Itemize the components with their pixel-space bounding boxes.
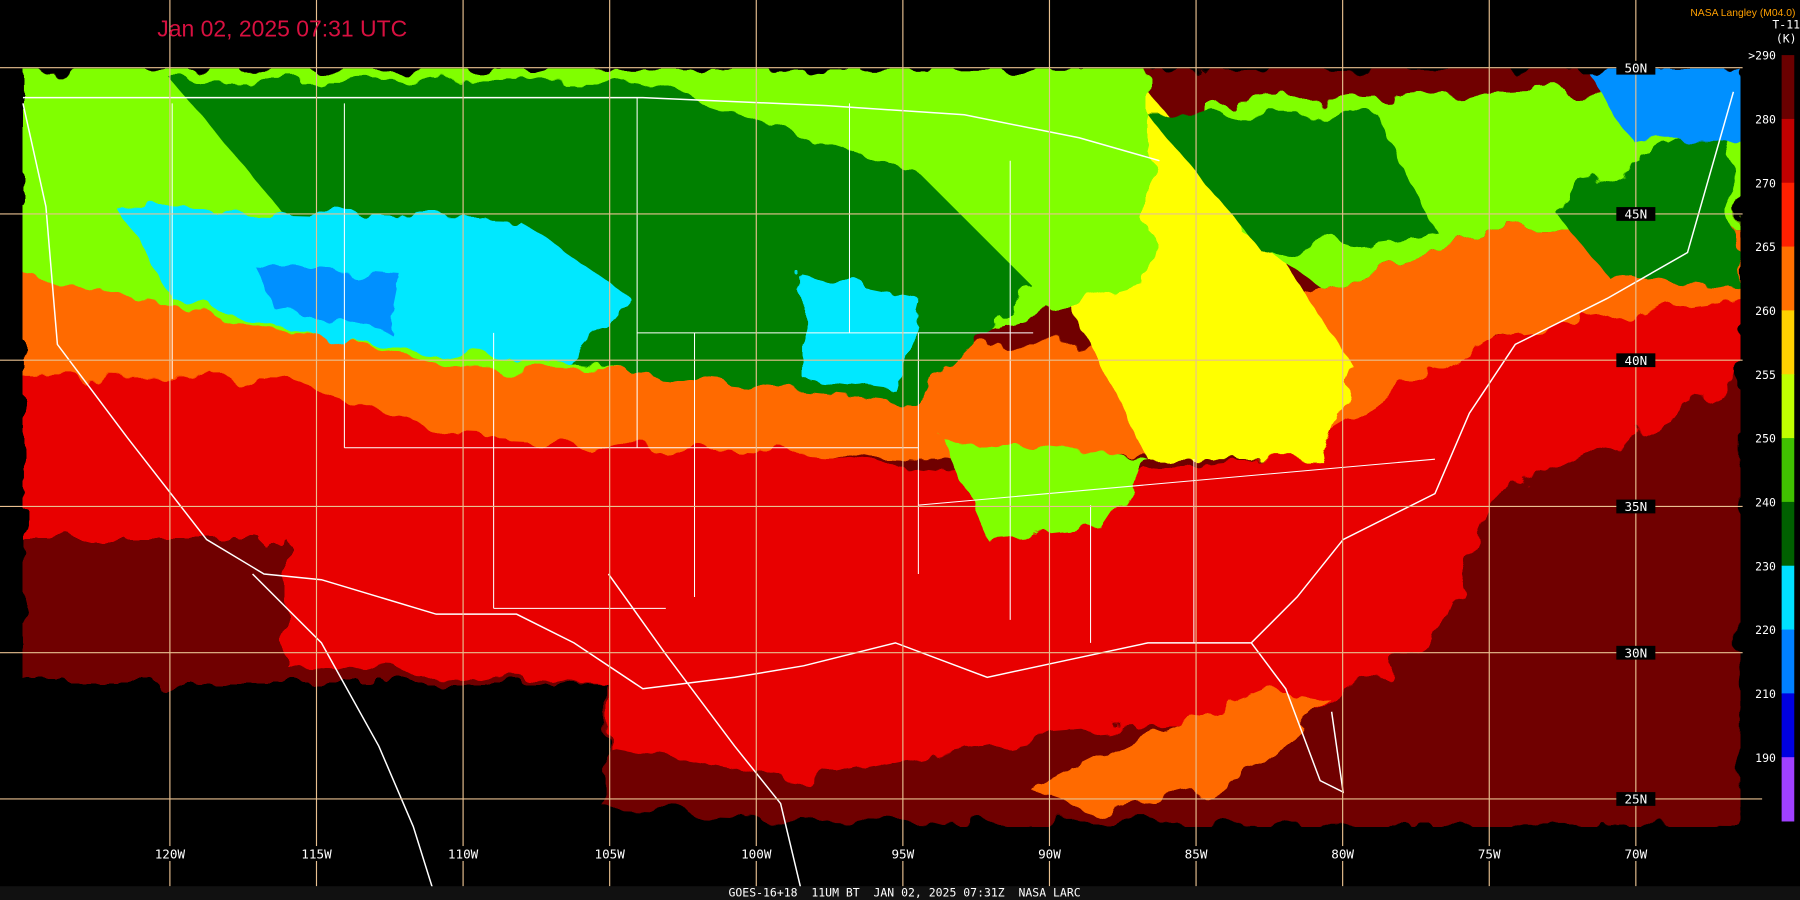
colorbar-label: 230 (1755, 559, 1776, 573)
dark-green-layer (1147, 114, 1435, 253)
colorbar-label: 265 (1755, 240, 1776, 254)
colorbar-label: 270 (1755, 176, 1776, 190)
longitude-label: 115W (301, 847, 332, 862)
label-backdrop (589, 846, 631, 861)
label-backdrop (1615, 846, 1657, 861)
colorbar-segment (1781, 374, 1795, 439)
orange-layer (1033, 688, 1332, 816)
label-backdrop (1616, 60, 1656, 75)
colorbar-segment (1781, 693, 1795, 758)
caption: GOES-16+18 11UM BT JAN 02, 2025 07:31Z N… (729, 886, 1081, 900)
colorbar-segment (1781, 757, 1795, 822)
graticule (0, 0, 1763, 887)
timestamp: Jan 02, 2025 07:31 UTC (157, 16, 407, 42)
blue-layer (1584, 68, 1741, 138)
dark-green-layer (1549, 114, 1741, 287)
longitude-label: 100W (741, 847, 772, 862)
label-backdrop (1175, 846, 1217, 861)
latitude-label: 50N (1624, 60, 1647, 75)
longitude-label: 75W (1478, 847, 1501, 862)
colorbar-segment (1781, 182, 1795, 248)
baja-coast (252, 573, 437, 900)
latitude-label: 45N (1624, 207, 1647, 222)
colorbar-label: 280 (1755, 113, 1776, 127)
label-backdrop (442, 846, 484, 861)
label-backdrop (1616, 353, 1656, 368)
longitude-label: 105W (594, 847, 625, 862)
label-backdrop (1028, 846, 1071, 861)
label-backdrop (1321, 846, 1364, 861)
longitude-label: 85W (1185, 847, 1208, 862)
label-backdrop (149, 846, 191, 861)
longitude-label: 95W (891, 847, 914, 862)
longitude-label: 80W (1331, 847, 1354, 862)
us-outline (22, 91, 1735, 690)
latitude-label: 25N (1624, 792, 1647, 807)
canada-border (22, 96, 1160, 162)
footer-band (0, 886, 1800, 900)
label-backdrop (1616, 207, 1656, 221)
light-green-layer (941, 436, 1148, 540)
colorbar-segment (1781, 118, 1795, 184)
colorbar-label: 190 (1755, 751, 1776, 765)
colorbar-label: 260 (1755, 304, 1776, 318)
label-backdrop (1616, 645, 1656, 660)
longitude-label: 90W (1038, 847, 1061, 862)
label-backdrop (882, 846, 924, 861)
colorbar-unit: (K) (1776, 31, 1797, 45)
label-backdrop (295, 846, 338, 861)
colorbar: >290 280 270 265 260 255 250 240 230 220 210 190 (1748, 49, 1795, 822)
colorbar-label: 255 (1755, 368, 1776, 382)
colorbar-label: >290 (1748, 49, 1776, 63)
colorbar-label: 210 (1755, 687, 1776, 701)
blue-layer (252, 264, 402, 333)
latitude-label: 40N (1624, 353, 1647, 368)
colorbar-segment (1781, 310, 1795, 375)
label-backdrop (1616, 499, 1656, 514)
label-backdrop (1468, 846, 1510, 861)
latitude-label: 35N (1624, 499, 1647, 514)
colorbar-segment (1781, 629, 1795, 694)
colorbar-segment (1781, 501, 1795, 567)
credit: NASA Langley (M04.0) (1690, 8, 1795, 19)
longitude-label: 120W (155, 847, 186, 862)
latitude-label: 30N (1624, 645, 1647, 660)
colorbar-segment (1781, 438, 1795, 503)
label-backdrop (1616, 792, 1656, 806)
longitude-label: 110W (448, 847, 479, 862)
colorbar-label: 240 (1755, 495, 1776, 509)
colorbar-label: 250 (1755, 432, 1776, 446)
label-backdrop (735, 846, 777, 861)
colorbar-product: T-11 (1772, 18, 1800, 32)
colorbar-segment (1781, 246, 1795, 311)
borders (22, 91, 1735, 900)
longitude-label: 70W (1624, 847, 1647, 862)
state-lines (171, 97, 1435, 643)
florida-coast (1250, 642, 1345, 794)
colorbar-segment (1781, 565, 1795, 630)
colorbar-segment (1781, 55, 1795, 120)
mexico-coast (607, 573, 805, 900)
colorbar-label: 220 (1755, 623, 1776, 637)
